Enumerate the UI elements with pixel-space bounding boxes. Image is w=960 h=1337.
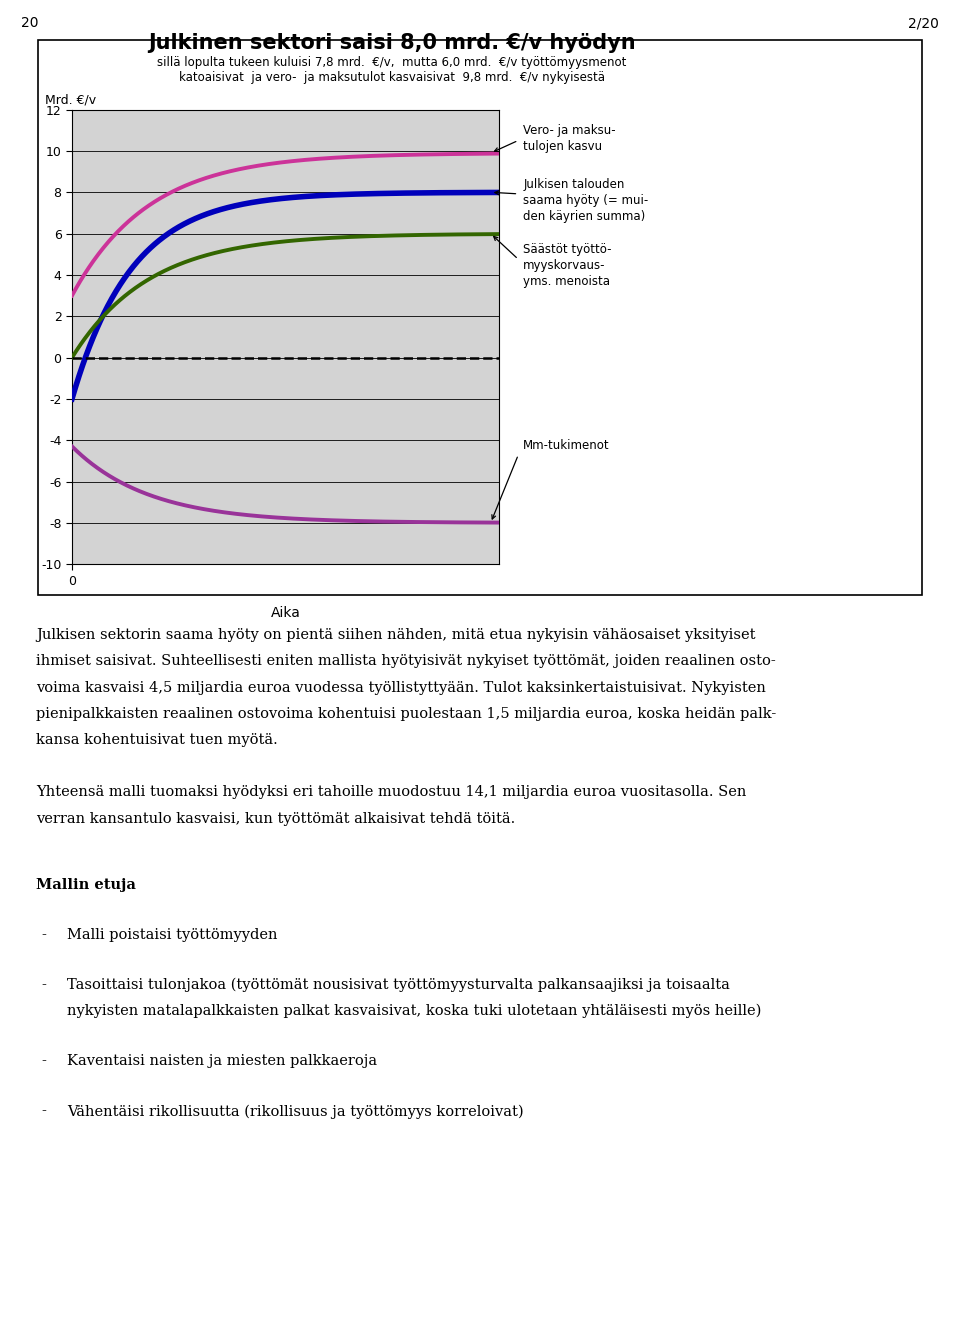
Text: -: - [41,1104,46,1118]
Text: -: - [41,1055,46,1068]
Text: Kaventaisi naisten ja miesten palkkaeroja: Kaventaisi naisten ja miesten palkkaeroj… [67,1055,377,1068]
Text: nykyisten matalapalkkaisten palkat kasvaisivat, koska tuki ulotetaan yhtäläisest: nykyisten matalapalkkaisten palkat kasva… [67,1004,761,1019]
Text: Mm-tukimenot: Mm-tukimenot [523,439,610,452]
Text: Vero- ja maksu-
tulojen kasvu: Vero- ja maksu- tulojen kasvu [523,124,615,154]
Text: -: - [41,979,46,992]
Text: ihmiset saisivat. Suhteellisesti eniten mallista hyötyisivät nykyiset työttömät,: ihmiset saisivat. Suhteellisesti eniten … [36,654,777,668]
Text: kansa kohentuisivat tuen myötä.: kansa kohentuisivat tuen myötä. [36,733,278,746]
Text: 2/20: 2/20 [908,16,939,29]
Text: Vähentäisi rikollisuutta (rikollisuus ja työttömyys korreloivat): Vähentäisi rikollisuutta (rikollisuus ja… [67,1104,524,1119]
Text: Tasoittaisi tulonjakoa (työttömät nousisivat työttömyysturvalta palkansaajiksi j: Tasoittaisi tulonjakoa (työttömät nousis… [67,979,730,992]
Text: Aika: Aika [271,606,300,619]
Text: Mallin etuja: Mallin etuja [36,878,136,892]
Text: -: - [41,928,46,941]
Text: Julkisen sektorin saama hyöty on pientä siihen nähden, mitä etua nykyisin vähäos: Julkisen sektorin saama hyöty on pientä … [36,628,756,642]
Text: sillä lopulta tukeen kuluisi 7,8 mrd.  €/v,  mutta 6,0 mrd.  €/v työttömyysmenot: sillä lopulta tukeen kuluisi 7,8 mrd. €/… [157,56,626,70]
Text: Yhteensä malli tuomaksi hyödyksi eri tahoille muodostuu 14,1 miljardia euroa vuo: Yhteensä malli tuomaksi hyödyksi eri tah… [36,786,747,800]
Text: voima kasvaisi 4,5 miljardia euroa vuodessa työllistyttyään. Tulot kaksinkertais: voima kasvaisi 4,5 miljardia euroa vuode… [36,681,766,694]
Text: Säästöt työttö-
myyskorvaus-
yms. menoista: Säästöt työttö- myyskorvaus- yms. menois… [523,243,612,289]
Text: Julkinen sektori saisi 8,0 mrd. €/v hyödyn: Julkinen sektori saisi 8,0 mrd. €/v hyöd… [148,33,636,53]
Text: katoaisivat  ja vero-  ja maksutulot kasvaisivat  9,8 mrd.  €/v nykyisestä: katoaisivat ja vero- ja maksutulot kasva… [179,71,605,84]
Text: Malli poistaisi työttömyyden: Malli poistaisi työttömyyden [67,928,277,941]
Text: verran kansantulo kasvaisi, kun työttömät alkaisivat tehdä töitä.: verran kansantulo kasvaisi, kun työttömä… [36,812,516,825]
Text: Mrd. €/v: Mrd. €/v [45,94,96,107]
Text: 20: 20 [21,16,38,29]
Text: Julkisen talouden
saama hyöty (= mui-
den käyrien summa): Julkisen talouden saama hyöty (= mui- de… [523,178,648,223]
Text: pienipalkkaisten reaalinen ostovoima kohentuisi puolestaan 1,5 miljardia euroa, : pienipalkkaisten reaalinen ostovoima koh… [36,706,777,721]
